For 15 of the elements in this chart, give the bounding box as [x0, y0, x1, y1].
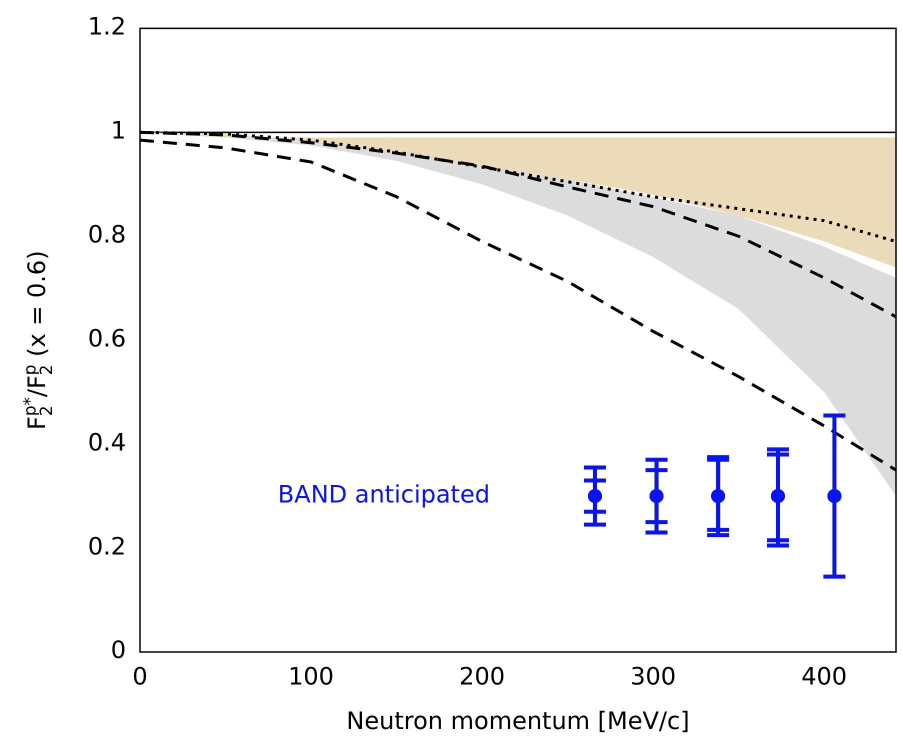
y-tick-label: 1.2: [88, 12, 126, 41]
y-tick-label: 0.2: [88, 532, 126, 560]
x-tick-label: 100: [288, 662, 334, 691]
text: BAND anticipated: [278, 480, 490, 508]
y-tick-label: 0.8: [88, 220, 126, 248]
x-axis-title: Neutron momentum [MeV/c]: [346, 706, 690, 735]
x-tick-label: 200: [459, 662, 505, 691]
y-axis-title: F2p*/F2p (x = 0.6): [19, 250, 56, 430]
x-tick-label: 400: [801, 662, 848, 691]
y-tick-label: 0: [110, 636, 126, 664]
y-tick-label: 1: [110, 116, 126, 145]
y-tick-label: 0.6: [88, 324, 126, 352]
x-tick-label: 0: [132, 662, 148, 691]
x-tick-label: 300: [630, 662, 676, 691]
y-tick-label: 0.4: [88, 428, 126, 456]
